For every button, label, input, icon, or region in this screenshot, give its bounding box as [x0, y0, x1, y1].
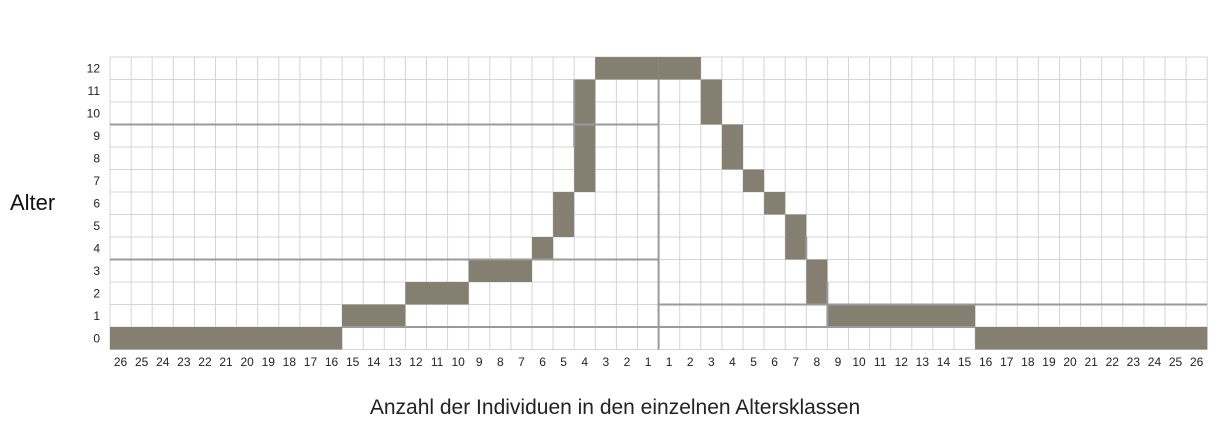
x-tick-label: 17 [1000, 355, 1014, 369]
x-tick-label: 26 [114, 355, 128, 369]
bar-cell-left-age-4 [532, 237, 554, 260]
bar-cell-right-age-4 [785, 237, 807, 260]
bar-cell-right-age-7 [743, 169, 765, 192]
bar-run-right-age-1 [827, 304, 976, 327]
x-tick-label: 7 [518, 355, 525, 369]
x-tick-label: 4 [581, 355, 588, 369]
bar-run-left-age-12 [595, 57, 659, 80]
x-tick-label: 16 [979, 355, 993, 369]
bar-cell-left-age-10 [574, 102, 596, 125]
x-tick-label: 2 [687, 355, 694, 369]
x-tick-label: 18 [283, 355, 297, 369]
x-tick-label: 3 [603, 355, 610, 369]
y-tick-label: 9 [93, 129, 100, 143]
x-tick-label: 23 [177, 355, 191, 369]
y-tick-label: 0 [93, 331, 100, 345]
x-tick-label: 22 [198, 355, 212, 369]
x-tick-label: 17 [304, 355, 318, 369]
x-tick-label: 3 [708, 355, 715, 369]
x-tick-label: 13 [388, 355, 402, 369]
x-tick-label: 1 [645, 355, 652, 369]
x-tick-label: 14 [367, 355, 381, 369]
x-tick-label: 16 [325, 355, 339, 369]
bar-cell-right-age-2 [806, 282, 828, 305]
x-tick-label: 7 [792, 355, 799, 369]
y-tick-label: 5 [93, 219, 100, 233]
x-tick-label: 4 [729, 355, 736, 369]
bar-cell-right-age-11 [700, 79, 722, 102]
bar-cell-right-age-6 [764, 192, 786, 215]
x-tick-label: 24 [1148, 355, 1162, 369]
y-tick-label: 4 [93, 241, 100, 255]
bar-cell-left-age-11 [574, 79, 596, 102]
y-tick-label: 8 [93, 151, 100, 165]
bar-cell-left-age-7 [574, 169, 596, 192]
bar-cell-left-age-6 [553, 192, 575, 215]
y-axis-title: Alter [10, 190, 56, 215]
x-tick-label: 8 [814, 355, 821, 369]
x-tick-label: 2 [624, 355, 631, 369]
x-tick-label: 12 [409, 355, 423, 369]
x-tick-label: 19 [262, 355, 276, 369]
x-tick-label: 5 [750, 355, 757, 369]
bar-run-left-age-0 [110, 327, 343, 350]
bar-run-right-age-12 [658, 57, 701, 80]
y-tick-label: 2 [93, 286, 100, 300]
bar-run-left-age-2 [405, 282, 469, 305]
x-tick-label: 20 [240, 355, 254, 369]
x-tick-label: 25 [1169, 355, 1183, 369]
y-tick-label: 1 [93, 309, 100, 323]
y-tick-label: 7 [93, 174, 100, 188]
x-tick-label: 11 [431, 355, 444, 369]
x-tick-label: 14 [937, 355, 951, 369]
bar-run-left-age-3 [468, 259, 532, 282]
y-tick-label: 6 [93, 196, 100, 210]
x-tick-label: 6 [539, 355, 546, 369]
x-tick-label: 20 [1063, 355, 1077, 369]
x-tick-label: 18 [1021, 355, 1035, 369]
bar-cell-right-age-8 [721, 147, 743, 170]
x-tick-label: 26 [1190, 355, 1204, 369]
bar-run-left-age-1 [342, 304, 406, 327]
x-tick-label: 15 [346, 355, 360, 369]
x-tick-label: 9 [835, 355, 842, 369]
x-tick-label: 10 [852, 355, 866, 369]
bar-cell-right-age-10 [700, 102, 722, 125]
bar-cell-right-age-9 [721, 124, 743, 147]
bar-cell-right-age-3 [806, 259, 828, 282]
bar-cell-left-age-9 [574, 124, 596, 147]
x-tick-label: 19 [1042, 355, 1056, 369]
x-tick-label: 12 [895, 355, 909, 369]
x-tick-label: 6 [771, 355, 778, 369]
x-tick-label: 5 [560, 355, 567, 369]
x-tick-label: 21 [1084, 355, 1098, 369]
x-tick-label: 22 [1106, 355, 1120, 369]
x-tick-label: 15 [958, 355, 972, 369]
x-tick-label: 21 [219, 355, 233, 369]
x-tick-label: 24 [156, 355, 170, 369]
x-tick-label: 9 [476, 355, 483, 369]
bar-run-right-age-0 [975, 327, 1208, 350]
y-tick-label: 11 [88, 84, 101, 98]
bar-cell-right-age-5 [785, 214, 807, 237]
y-tick-label: 12 [87, 61, 101, 75]
x-tick-label: 10 [451, 355, 465, 369]
x-tick-label: 13 [916, 355, 930, 369]
y-tick-label: 10 [87, 106, 101, 120]
x-tick-label: 23 [1127, 355, 1141, 369]
x-tick-label: 8 [497, 355, 504, 369]
x-tick-label: 25 [135, 355, 149, 369]
y-tick-label: 3 [93, 264, 100, 278]
x-tick-label: 11 [874, 355, 887, 369]
x-axis-title: Anzahl der Individuen in den einzelnen A… [369, 396, 861, 419]
bar-cell-left-age-5 [553, 214, 575, 237]
bar-cell-left-age-8 [574, 147, 596, 170]
x-tick-label: 1 [666, 355, 673, 369]
